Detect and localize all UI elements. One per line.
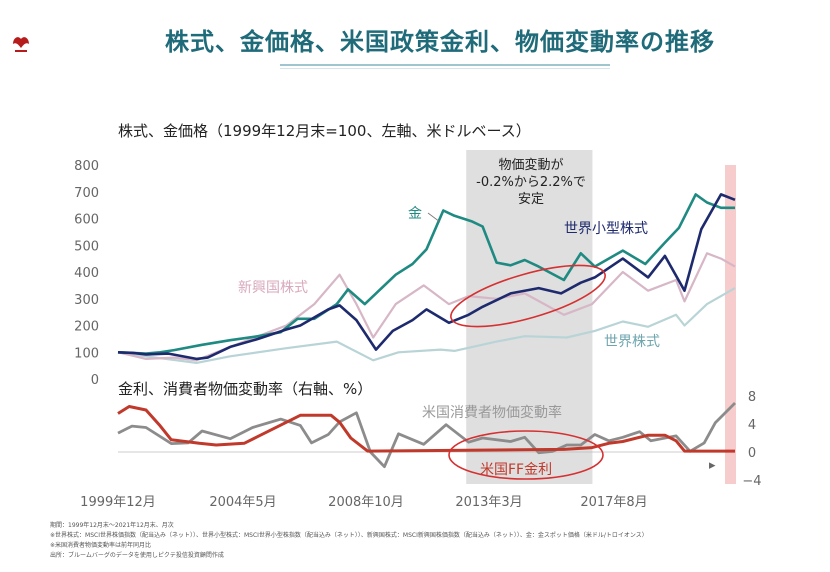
world-series-label: 世界株式 (604, 334, 660, 350)
cpi-series-label: 米国消費者物価変動率 (422, 405, 562, 421)
x-axis-tick-label: 2013年3月 (455, 495, 522, 510)
series-line-世界株式 (117, 287, 736, 364)
right-axis-tick-label: 4 (748, 418, 756, 433)
left-axis-tick-label: 200 (74, 320, 99, 335)
company-logo (13, 37, 29, 52)
ff-rate-series-label: 米国FF金利 (480, 462, 553, 478)
series-line-世界小型株式 (117, 193, 736, 361)
top-chart-subtitle: 株式、金価格（1999年12月末=100、左軸、米ドルベース） (118, 122, 531, 140)
left-axis-tick-label: 700 (74, 186, 99, 201)
gold-series-label: 金 (408, 206, 422, 222)
left-axis-tick-label: 400 (74, 266, 99, 281)
shade-note-line: -0.2%から2.2%で (476, 175, 586, 190)
emerging-series-label: 新興国株式 (238, 280, 308, 296)
shade-note-line: 物価変動が (498, 158, 564, 173)
bottom-chart-subtitle: 金利、消費者物価変動率（右軸、%） (118, 380, 373, 398)
footnote-line: 出所：ブルームバーグのデータを使用しピクテ投信投資顧問作成 (50, 552, 224, 559)
highlight-ellipse-small-cap (450, 264, 606, 328)
page-title: 株式、金価格、米国政策金利、物価変動率の推移 (165, 28, 715, 56)
right-axis-tick-label: 0 (748, 446, 756, 461)
left-axis-tick-label: 100 (74, 346, 99, 361)
x-axis-tick-label: 2017年8月 (580, 495, 647, 510)
right-axis-tick-label: 8 (748, 390, 756, 405)
gold-label-leader (427, 212, 441, 223)
shade-note-line: 安定 (517, 192, 544, 207)
title-underline (280, 64, 610, 66)
left-axis-tick-label: 600 (74, 213, 99, 228)
x-axis-tick-label: 1999年12月 (80, 495, 156, 510)
series-line-金 (117, 193, 735, 355)
left-axis-tick-label: 500 (74, 239, 99, 254)
right-axis-tick-label: −4 (742, 474, 761, 489)
chevron-marker-icon: ▸ (709, 458, 716, 473)
shaded-period-band (466, 150, 593, 484)
shaded-period-note: 物価変動が -0.2%から2.2%で 安定 (476, 157, 586, 208)
highlight-ellipse-ff-rate (448, 430, 604, 480)
footnote-line: ※世界株式：MSCI世界株価指数（配当込み（ネット））、世界小型株式：MSCI世… (50, 532, 648, 539)
footnote-line: ※米国消費者物価変動率は前年同月比 (50, 542, 152, 549)
left-axis-tick-label: 300 (74, 293, 99, 308)
left-axis-tick-label: 0 (91, 373, 99, 388)
small-cap-series-label: 世界小型株式 (564, 221, 648, 237)
x-axis-tick-label: 2004年5月 (209, 495, 276, 510)
title-underline-shadow (280, 68, 610, 69)
recent-period-band (725, 165, 736, 484)
series-line-米国消費者物価変動率 (117, 402, 736, 469)
left-axis-tick-label: 800 (74, 159, 99, 174)
series-line-米国FF金利 (117, 405, 735, 453)
footnote-line: 期間：1999年12月末～2021年12月末、月次 (50, 522, 174, 529)
x-axis-tick-label: 2008年10月 (328, 495, 404, 510)
